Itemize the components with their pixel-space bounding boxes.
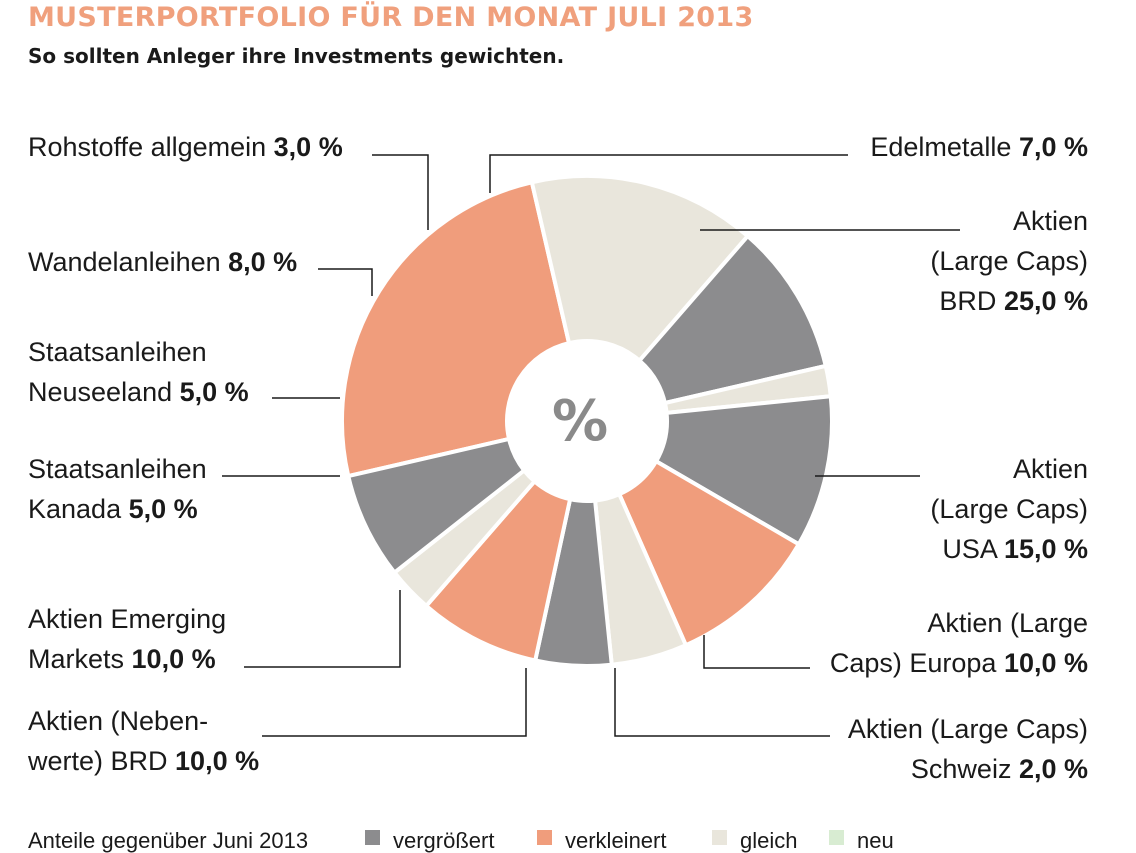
legend-label-gleich: gleich: [740, 828, 797, 853]
label-line: (Large Caps): [930, 246, 1088, 276]
label-line: Schweiz: [911, 754, 1019, 784]
label-line: Staatsanleihen: [28, 454, 207, 484]
label-line: Aktien: [1013, 454, 1088, 484]
leader-aktien-large-caps-schweiz: [614, 668, 830, 737]
legend-swatch-gleich: [712, 830, 727, 845]
label-line: Neuseeland: [28, 377, 180, 407]
leader-rohstoffe-allgemein: [372, 154, 429, 230]
slice-value: 3,0 %: [274, 132, 343, 162]
leader-aktien-emerging-markets: [244, 590, 401, 668]
label-line: Rohstoffe allgemein: [28, 132, 274, 162]
label-line: BRD: [939, 286, 1004, 316]
slice-value: 5,0 %: [180, 377, 249, 407]
legend-swatch-neu: [829, 830, 844, 845]
slice-value: 10,0 %: [132, 644, 216, 674]
slice-value: 8,0 %: [228, 247, 297, 277]
label-staatsanleihen-kanada: Staatsanleihen Kanada 5,0 %: [28, 454, 207, 524]
label-line: (Large Caps): [930, 494, 1088, 524]
label-line: USA: [942, 534, 1004, 564]
label-line: Aktien (Neben-: [28, 706, 208, 736]
legend-label-verkleinert: verkleinert: [565, 828, 666, 853]
legend-title: Anteile gegenüber Juni 2013: [28, 828, 308, 853]
leader-edelmetalle: [489, 154, 848, 193]
slice-value: 10,0 %: [1004, 648, 1088, 678]
label-rohstoffe-allgemein: Rohstoffe allgemein 3,0 %: [28, 132, 343, 162]
slice-value: 5,0 %: [129, 494, 198, 524]
chart-title: MUSTERPORTFOLIO FÜR DEN MONAT JULI 2013: [28, 2, 754, 33]
legend-swatch-verkleinert: [537, 830, 552, 845]
label-line: Aktien: [1013, 206, 1088, 236]
slice-value: 7,0 %: [1019, 132, 1088, 162]
label-wandelanleihen: Wandelanleihen 8,0 %: [28, 247, 297, 277]
slice-aktien-large-caps-usa: [529, 174, 751, 364]
label-staatsanleihen-neuseeland: Staatsanleihen Neuseeland 5,0 %: [28, 337, 249, 407]
legend-swatch-vergroessert: [365, 830, 380, 845]
label-aktien-large-caps-europa: Aktien (Large Caps) Europa 10,0 %: [830, 608, 1088, 678]
slice-value: 2,0 %: [1019, 754, 1088, 784]
slice-aktien-large-caps-brd: [340, 179, 572, 479]
label-line: Markets: [28, 644, 132, 674]
label-aktien-large-caps-usa: Aktien (Large Caps) USA 15,0 %: [930, 454, 1088, 564]
leader-aktien-large-caps-europa: [703, 635, 810, 669]
slice-aktien-large-caps-europa: [636, 233, 829, 406]
leader-lines: [222, 154, 960, 737]
slice-value: 25,0 %: [1004, 286, 1088, 316]
label-line: Aktien (Large Caps): [848, 714, 1088, 744]
slice-value: 10,0 %: [175, 746, 259, 776]
label-aktien-large-caps-brd: Aktien (Large Caps) BRD 25,0 %: [930, 206, 1088, 316]
slice-labels: Aktien (Large Caps) BRD 25,0 % Aktien (Large…: [27, 132, 1088, 784]
legend: Anteile gegenüber Juni 2013 vergrößert ver…: [28, 828, 894, 853]
label-line: Aktien (Large: [927, 608, 1088, 638]
label-aktien-neben-werte-brd: Aktien (Neben-werte) BRD 10,0 %: [27, 706, 259, 776]
slice-aktien-emerging-markets: [616, 458, 802, 648]
label-edelmetalle: Edelmetalle 7,0 %: [870, 132, 1088, 162]
label-line: Aktien Emerging: [28, 604, 226, 634]
label-aktien-large-caps-schweiz: Aktien (Large Caps) Schweiz 2,0 %: [848, 714, 1088, 784]
label-line: Edelmetalle: [870, 132, 1019, 162]
legend-label-neu: neu: [857, 828, 894, 853]
slice-aktien-neben-werte-brd: [653, 394, 834, 547]
label-line: Wandelanleihen: [28, 247, 228, 277]
label-aktien-emerging-markets: Aktien Emerging Markets 10,0 %: [28, 604, 226, 674]
label-line: werte) BRD: [27, 746, 175, 776]
leader-aktien-neben-werte-brd: [262, 668, 527, 737]
legend-label-vergroessert: vergrößert: [393, 828, 494, 853]
label-line: Staatsanleihen: [28, 337, 207, 367]
leader-wandelanleihen: [318, 268, 373, 296]
chart-slices: [340, 174, 834, 668]
slice-edelmetalle: [345, 436, 527, 576]
slice-value: 15,0 %: [1004, 534, 1088, 564]
center-percent-label: %: [552, 389, 608, 454]
label-line: Kanada: [28, 494, 129, 524]
label-line: Caps) Europa: [830, 648, 1004, 678]
chart-subtitle: So sollten Anleger ihre Investments gewi…: [28, 44, 565, 68]
